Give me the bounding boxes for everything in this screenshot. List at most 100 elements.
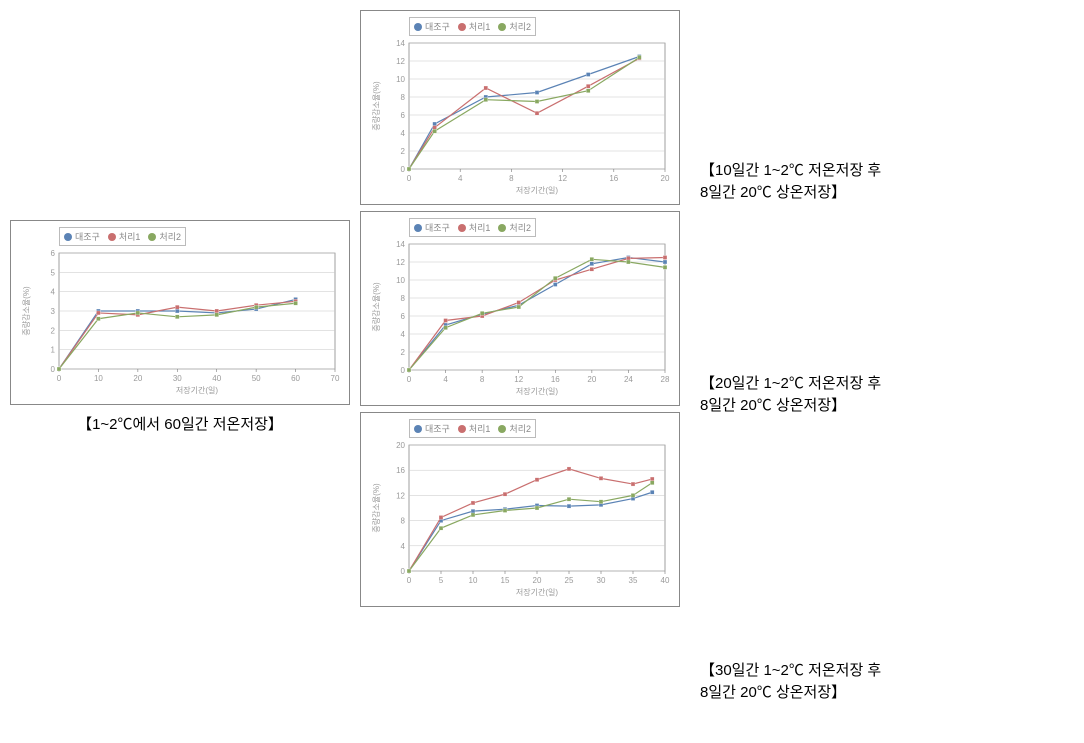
svg-text:2: 2 [401, 147, 406, 156]
left-chart-frame: 대조구처리1처리2 0123456010203040506070저장기간(일)중… [10, 220, 350, 405]
svg-text:1: 1 [51, 346, 56, 355]
svg-text:8: 8 [480, 375, 485, 384]
svg-text:4: 4 [401, 330, 406, 339]
svg-text:4: 4 [51, 288, 56, 297]
legend-swatch [498, 425, 506, 433]
legend-swatch [458, 224, 466, 232]
svg-text:저장기간(일): 저장기간(일) [516, 587, 558, 597]
svg-text:6: 6 [401, 312, 406, 321]
svg-text:12: 12 [514, 375, 523, 384]
legend-label: 처리2 [509, 422, 531, 435]
right-chart-3-svg: 0481216200510152025303540저장기간(일)중량감소율(%) [367, 419, 673, 599]
legend-item: 대조구 [414, 221, 450, 234]
legend-label: 처리1 [469, 221, 491, 234]
svg-text:10: 10 [469, 576, 478, 585]
svg-text:12: 12 [396, 258, 405, 267]
legend-item: 처리2 [498, 20, 531, 33]
svg-text:저장기간(일): 저장기간(일) [176, 385, 218, 395]
svg-text:20: 20 [661, 174, 670, 183]
legend-label: 대조구 [425, 20, 450, 33]
right-chart-2-svg: 024681012140481216202428저장기간(일)중량감소율(%) [367, 218, 673, 398]
svg-text:10: 10 [396, 276, 405, 285]
legend-swatch [498, 224, 506, 232]
svg-text:30: 30 [173, 374, 182, 383]
svg-text:20: 20 [533, 576, 542, 585]
svg-text:70: 70 [331, 374, 340, 383]
legend-swatch [108, 233, 116, 241]
svg-text:16: 16 [396, 466, 405, 475]
right-chart-3-frame: 대조구처리1처리2 0481216200510152025303540저장기간(… [360, 412, 680, 607]
legend-swatch [458, 425, 466, 433]
legend: 대조구 처리1 처리2 [409, 17, 536, 36]
svg-text:8: 8 [401, 294, 406, 303]
svg-text:5: 5 [439, 576, 444, 585]
svg-text:0: 0 [401, 366, 406, 375]
svg-text:16: 16 [609, 174, 618, 183]
left-caption: 【1~2℃에서 60일간 저온저장】 [77, 413, 283, 434]
legend-swatch [498, 23, 506, 31]
legend-item: 대조구 [64, 230, 100, 243]
legend-item: 처리2 [498, 422, 531, 435]
svg-text:8: 8 [509, 174, 514, 183]
svg-text:35: 35 [629, 576, 638, 585]
svg-text:6: 6 [401, 111, 406, 120]
svg-text:저장기간(일): 저장기간(일) [516, 386, 558, 396]
right-chart-2-frame: 대조구처리1처리2 024681012140481216202428저장기간(일… [360, 211, 680, 406]
legend-item: 처리1 [458, 221, 491, 234]
svg-text:8: 8 [401, 517, 406, 526]
svg-text:40: 40 [212, 374, 221, 383]
svg-text:2: 2 [401, 348, 406, 357]
svg-text:12: 12 [396, 57, 405, 66]
svg-text:저장기간(일): 저장기간(일) [516, 185, 558, 195]
svg-text:60: 60 [291, 374, 300, 383]
svg-text:20: 20 [587, 375, 596, 384]
right-chart-1-svg: 02468101214048121620저장기간(일)중량감소율(%) [367, 17, 673, 197]
svg-text:4: 4 [401, 129, 406, 138]
svg-text:12: 12 [396, 491, 405, 500]
legend-swatch [414, 425, 422, 433]
left-column: 대조구처리1처리2 0123456010203040506070저장기간(일)중… [10, 220, 350, 434]
svg-text:2: 2 [51, 326, 56, 335]
legend-item: 대조구 [414, 20, 450, 33]
svg-text:12: 12 [558, 174, 567, 183]
svg-text:40: 40 [661, 576, 670, 585]
legend-item: 처리2 [498, 221, 531, 234]
svg-text:4: 4 [458, 174, 463, 183]
legend-label: 대조구 [425, 422, 450, 435]
legend-label: 처리1 [469, 422, 491, 435]
legend-swatch [148, 233, 156, 241]
right-chart-1-frame: 대조구처리1처리2 02468101214048121620저장기간(일)중량감… [360, 10, 680, 205]
svg-text:0: 0 [57, 374, 62, 383]
right-caption-3: 【30일간 1~2℃ 저온저장 후8일간 20℃ 상온저장】 [700, 660, 881, 704]
svg-text:25: 25 [565, 576, 574, 585]
svg-text:3: 3 [51, 307, 56, 316]
svg-text:30: 30 [597, 576, 606, 585]
svg-text:0: 0 [401, 165, 406, 174]
svg-text:중량감소율(%): 중량감소율(%) [371, 282, 381, 332]
legend-label: 대조구 [75, 230, 100, 243]
svg-text:0: 0 [401, 567, 406, 576]
right-column: 대조구처리1처리2 02468101214048121620저장기간(일)중량감… [360, 10, 690, 607]
legend-item: 처리1 [458, 20, 491, 33]
legend-label: 처리1 [119, 230, 141, 243]
right-caption-2: 【20일간 1~2℃ 저온저장 후8일간 20℃ 상온저장】 [700, 373, 881, 417]
svg-text:14: 14 [396, 39, 405, 48]
right-caption-1: 【10일간 1~2℃ 저온저장 후8일간 20℃ 상온저장】 [700, 160, 881, 204]
svg-text:28: 28 [661, 375, 670, 384]
legend-label: 대조구 [425, 221, 450, 234]
legend-item: 대조구 [414, 422, 450, 435]
svg-text:14: 14 [396, 240, 405, 249]
svg-text:16: 16 [551, 375, 560, 384]
svg-text:20: 20 [396, 441, 405, 450]
legend-label: 처리2 [159, 230, 181, 243]
svg-text:중량감소율(%): 중량감소율(%) [371, 81, 381, 131]
figure-layout: 대조구처리1처리2 0123456010203040506070저장기간(일)중… [10, 10, 1074, 607]
legend-item: 처리1 [458, 422, 491, 435]
legend-swatch [64, 233, 72, 241]
legend-label: 처리2 [509, 221, 531, 234]
svg-text:0: 0 [51, 365, 56, 374]
legend-label: 처리1 [469, 20, 491, 33]
svg-text:50: 50 [252, 374, 261, 383]
svg-text:중량감소율(%): 중량감소율(%) [21, 286, 31, 336]
legend-label: 처리2 [509, 20, 531, 33]
